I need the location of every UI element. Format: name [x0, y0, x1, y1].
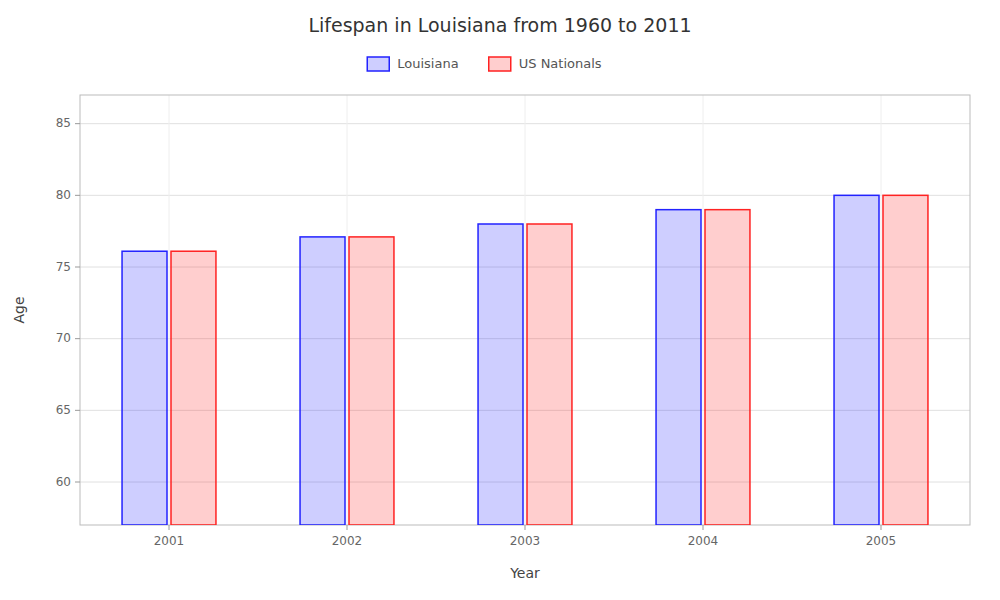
- legend-label: Louisiana: [397, 56, 458, 71]
- bars: [122, 195, 928, 525]
- x-tick: [169, 525, 170, 530]
- x-tick-label: 2003: [510, 534, 541, 548]
- bar: [300, 237, 345, 525]
- y-tick-label: 60: [56, 475, 71, 489]
- chart: 60 65 70 75 80 85 2001 2002 2003 2004 2005 Year Age L…: [0, 0, 1000, 600]
- y-axis-label: Age: [11, 296, 27, 323]
- bar: [171, 251, 216, 525]
- bar: [883, 195, 928, 525]
- y-tick-label: 70: [56, 331, 71, 345]
- legend-swatch: [367, 57, 389, 71]
- x-grid-line: [703, 95, 704, 525]
- y-tick: [75, 195, 80, 196]
- bar: [349, 237, 394, 525]
- x-grid-line: [881, 95, 882, 525]
- y-tick: [75, 267, 80, 268]
- y-tick: [75, 338, 80, 339]
- bar: [705, 210, 750, 525]
- x-tick-label: 2002: [332, 534, 363, 548]
- x-axis-label: Year: [509, 565, 540, 581]
- legend: Louisiana US Nationals: [367, 56, 602, 72]
- y-tick-label: 85: [56, 116, 71, 130]
- x-tick-label: 2001: [154, 534, 185, 548]
- y-tick-label: 65: [56, 403, 71, 417]
- y-tick: [75, 482, 80, 483]
- x-axis: 2001 2002 2003 2004 2005: [154, 525, 897, 548]
- x-tick: [525, 525, 526, 530]
- grid: [80, 95, 970, 525]
- x-tick: [881, 525, 882, 530]
- x-grid-line: [525, 95, 526, 525]
- bar: [656, 210, 701, 525]
- bar: [834, 195, 879, 525]
- y-tick: [75, 123, 80, 124]
- y-axis: 60 65 70 75 80 85: [56, 116, 80, 488]
- x-tick: [703, 525, 704, 530]
- y-tick-label: 75: [56, 260, 71, 274]
- x-tick: [347, 525, 348, 530]
- bar: [527, 224, 572, 525]
- x-tick-label: 2005: [866, 534, 897, 548]
- bar: [478, 224, 523, 525]
- plot-frame: [80, 95, 970, 525]
- legend-label: US Nationals: [519, 56, 602, 71]
- y-tick-label: 80: [56, 188, 71, 202]
- x-tick-label: 2004: [688, 534, 719, 548]
- legend-swatch: [489, 57, 511, 71]
- x-grid-line: [347, 95, 348, 525]
- bar: [122, 251, 167, 525]
- y-tick: [75, 410, 80, 411]
- x-grid-line: [169, 95, 170, 525]
- title: Lifespan in Louisiana from 1960 to 2011: [308, 14, 691, 36]
